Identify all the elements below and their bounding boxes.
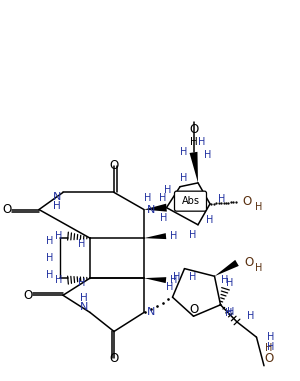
Text: N: N bbox=[147, 307, 155, 317]
Text: O: O bbox=[110, 352, 118, 365]
Polygon shape bbox=[214, 260, 239, 276]
Text: H: H bbox=[180, 173, 188, 183]
Polygon shape bbox=[144, 277, 166, 283]
Text: N: N bbox=[53, 192, 61, 202]
Text: O: O bbox=[2, 203, 12, 216]
Text: H: H bbox=[189, 230, 197, 240]
Text: H: H bbox=[78, 239, 86, 249]
Text: H: H bbox=[160, 213, 168, 223]
Text: H: H bbox=[227, 307, 235, 317]
Text: H: H bbox=[226, 278, 233, 288]
Polygon shape bbox=[190, 152, 198, 183]
Polygon shape bbox=[144, 204, 167, 211]
Text: H: H bbox=[190, 137, 197, 147]
Text: N: N bbox=[147, 205, 155, 215]
Text: O: O bbox=[110, 159, 118, 172]
Text: H: H bbox=[198, 138, 205, 147]
Text: O: O bbox=[189, 303, 198, 316]
Text: H: H bbox=[55, 275, 63, 285]
Text: H: H bbox=[144, 192, 152, 203]
Text: H: H bbox=[180, 147, 187, 157]
FancyBboxPatch shape bbox=[175, 191, 206, 211]
Text: Abs: Abs bbox=[182, 196, 200, 206]
Text: O: O bbox=[23, 289, 33, 302]
Text: H: H bbox=[46, 236, 54, 246]
Text: H: H bbox=[225, 308, 232, 318]
Text: O: O bbox=[242, 195, 252, 208]
Text: H: H bbox=[46, 253, 54, 263]
Polygon shape bbox=[144, 233, 166, 239]
Text: O: O bbox=[264, 352, 274, 365]
Text: O: O bbox=[189, 123, 198, 136]
Text: H: H bbox=[206, 215, 214, 225]
Text: H: H bbox=[170, 231, 178, 241]
Text: H: H bbox=[265, 343, 273, 353]
Text: H: H bbox=[218, 194, 226, 204]
Text: H: H bbox=[170, 275, 178, 285]
Text: H: H bbox=[166, 282, 173, 292]
Text: H: H bbox=[173, 272, 180, 282]
Text: H: H bbox=[267, 332, 274, 342]
Text: H: H bbox=[204, 150, 211, 160]
Text: H: H bbox=[267, 342, 274, 352]
Text: N: N bbox=[80, 303, 88, 312]
Text: H: H bbox=[221, 275, 228, 285]
Text: H: H bbox=[159, 193, 166, 203]
Text: H: H bbox=[247, 311, 255, 321]
Text: H: H bbox=[46, 270, 54, 280]
Text: O: O bbox=[244, 256, 253, 269]
Text: H: H bbox=[78, 278, 86, 288]
Text: H: H bbox=[55, 231, 63, 241]
Text: H: H bbox=[164, 185, 172, 195]
Text: H: H bbox=[189, 272, 196, 282]
Text: H: H bbox=[255, 202, 263, 212]
Text: H: H bbox=[80, 293, 88, 303]
Text: H: H bbox=[255, 263, 263, 273]
Text: H: H bbox=[53, 202, 61, 211]
